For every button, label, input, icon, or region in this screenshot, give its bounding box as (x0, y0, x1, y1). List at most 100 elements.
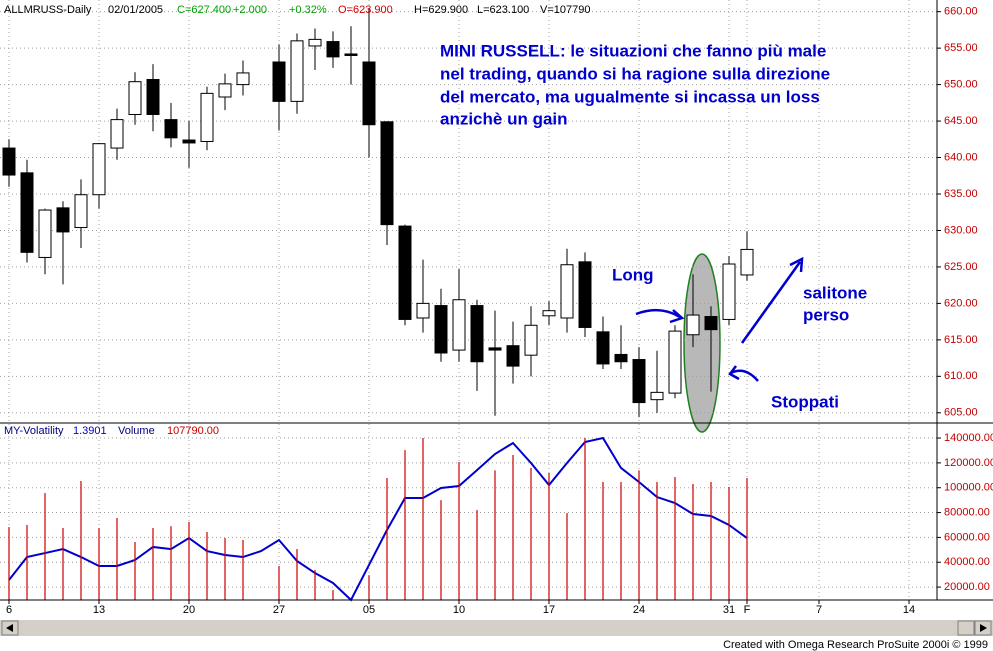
volatility-line (8, 436, 748, 602)
candle-body (452, 299, 466, 351)
candle-body (740, 248, 754, 276)
header-text: O=623.900 (338, 4, 393, 16)
header-text: +0.32% (289, 4, 327, 16)
y-tick-label: 620.00 (944, 297, 978, 309)
long-arrow-head (669, 309, 685, 324)
y-tick-label: 60000.00 (944, 531, 990, 543)
y-tick-label: 615.00 (944, 334, 978, 346)
annotation: perso (803, 305, 849, 324)
header-text: 02/01/2005 (108, 4, 163, 16)
candle-body (38, 209, 52, 258)
y-tick-label: 610.00 (944, 370, 978, 382)
candle-body (560, 264, 574, 319)
y-tick-label: 120000.00 (944, 457, 993, 469)
y-tick-label: 140000.00 (944, 432, 993, 444)
candle-body (722, 263, 736, 320)
candle-body (218, 83, 232, 98)
x-tick-label: 13 (93, 604, 105, 616)
candle-body (110, 119, 124, 149)
candle-body (92, 143, 106, 196)
candle-body (380, 121, 394, 226)
candle-body (164, 119, 178, 139)
x-tick-label: 31 (723, 604, 735, 616)
annotation: MINI RUSSELL: le situazioni che fanno pi… (440, 41, 826, 60)
candle-body (524, 324, 538, 356)
stop-arrow-head (728, 365, 740, 381)
header-text: C=627.400 (177, 4, 231, 16)
candle-body (470, 305, 484, 363)
candle-body (182, 139, 196, 144)
annotation: salitone (803, 283, 867, 302)
panel-legend-name: Volume (118, 425, 155, 437)
candle-body (200, 92, 214, 142)
candle-body (596, 331, 610, 365)
up-arrow (740, 261, 802, 344)
scroll-left-icon (6, 624, 13, 632)
y-tick-label: 660.00 (944, 6, 978, 18)
candle-body (614, 353, 628, 363)
candle-body (146, 78, 160, 116)
arrows (635, 256, 804, 382)
panel-legend-value: 107790.00 (167, 425, 219, 437)
y-tick-label: 650.00 (944, 79, 978, 91)
y-tick-label: 640.00 (944, 151, 978, 163)
candle-body (344, 53, 358, 56)
scrollbar[interactable] (0, 620, 993, 636)
header-text: +2.000 (233, 4, 267, 16)
highlight-ellipse (683, 253, 721, 433)
header-text: ALLMRUSS-Daily (4, 4, 92, 16)
y-tick-label: 80000.00 (944, 506, 990, 518)
candle-body (416, 302, 430, 319)
candle-body (56, 207, 70, 233)
candle-body (74, 194, 88, 229)
annotation: Stoppati (771, 392, 839, 411)
x-tick-label: 10 (453, 604, 465, 616)
scroll-right-thumb[interactable] (957, 620, 975, 636)
x-tick-label: 27 (273, 604, 285, 616)
scroll-right-icon (980, 624, 987, 632)
y-tick-label: 100000.00 (944, 482, 993, 494)
candle-body (236, 72, 250, 86)
candle-body (434, 305, 448, 354)
y-tick-label: 625.00 (944, 261, 978, 273)
annotation: anzichè un gain (440, 109, 568, 128)
candle-body (488, 347, 502, 351)
x-tick-label: 7 (816, 604, 822, 616)
candle-body (542, 310, 556, 317)
long-arrow (635, 308, 681, 319)
footer: Created with Omega Research ProSuite 200… (723, 639, 988, 651)
x-tick-label: 6 (6, 604, 12, 616)
x-tick-label: 05 (363, 604, 375, 616)
candle-body (686, 314, 700, 336)
annotation: del mercato, ma ugualmente si incassa un… (440, 87, 820, 106)
x-tick-label: 24 (633, 604, 645, 616)
y-tick-label: 605.00 (944, 407, 978, 419)
candle-body (308, 38, 322, 47)
candle-body (506, 345, 520, 367)
candle-body (578, 261, 592, 328)
x-tick-label: 14 (903, 604, 915, 616)
annotation: nel trading, quando si ha ragione sulla … (440, 64, 830, 83)
y-tick-label: 645.00 (944, 115, 978, 127)
candle-body (326, 41, 340, 58)
y-tick-label: 40000.00 (944, 556, 990, 568)
y-tick-label: 630.00 (944, 224, 978, 236)
candle-body (272, 61, 286, 102)
candle-body (362, 61, 376, 126)
candle-body (632, 359, 646, 404)
y-tick-label: 20000.00 (944, 581, 990, 593)
x-tick-label: 20 (183, 604, 195, 616)
candle-body (2, 147, 16, 176)
candle-body (650, 391, 664, 401)
candle-body (704, 316, 718, 331)
stop-arrow (730, 369, 759, 382)
x-tick-label: F (744, 604, 751, 616)
panel-legend-value: 1.3901 (73, 425, 107, 437)
y-tick-label: 635.00 (944, 188, 978, 200)
annotation: Long (612, 265, 654, 284)
y-tick-label: 655.00 (944, 42, 978, 54)
header-text: H=629.900 (414, 4, 468, 16)
candle-body (290, 40, 304, 102)
